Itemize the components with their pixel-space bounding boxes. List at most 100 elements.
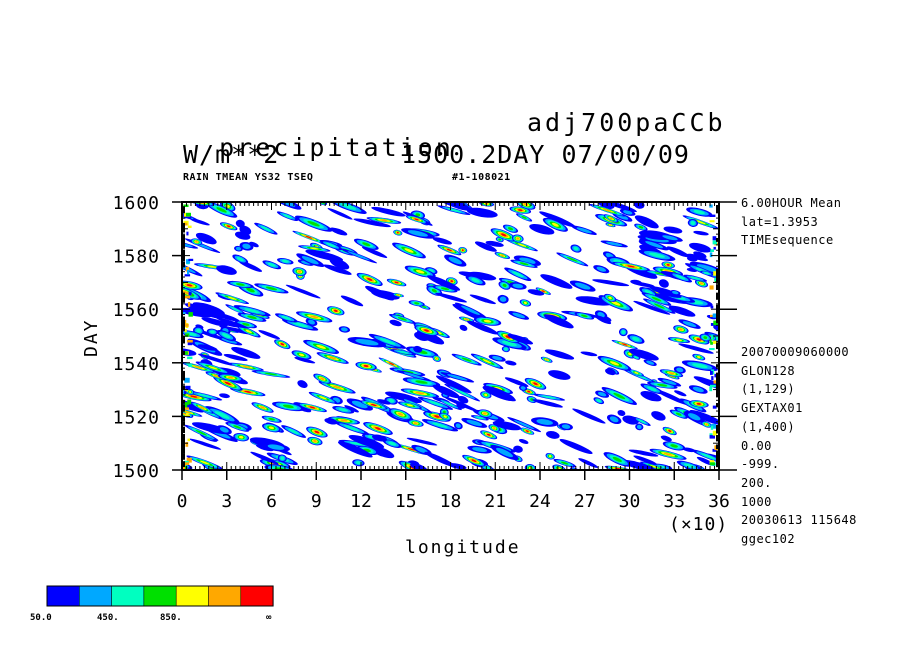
rain-cell — [201, 317, 228, 327]
rain-cell — [709, 220, 715, 223]
rain-cell — [219, 222, 238, 231]
rain-contour — [596, 266, 607, 272]
rain-contour — [227, 376, 234, 379]
rain-cell — [389, 314, 416, 324]
rain-cell — [216, 425, 232, 435]
rain-contour — [686, 253, 708, 262]
rain-contour — [521, 215, 527, 219]
rain-contour — [213, 374, 219, 378]
y-tick-labels: 1500 1520 1540 1560 1580 1600 — [113, 193, 159, 482]
rain-cell — [296, 253, 325, 267]
edge-mark — [182, 426, 185, 433]
rain-contour — [540, 274, 573, 289]
rain-contour — [613, 392, 626, 400]
x-tick-label: 9 — [311, 491, 322, 512]
rain-cell — [313, 373, 332, 384]
rain-cell — [262, 260, 282, 270]
rain-cell — [593, 265, 610, 274]
rain-cell — [213, 376, 243, 391]
rain-contour — [454, 388, 470, 397]
rain-cell — [542, 217, 568, 232]
side-info-line: -999. — [741, 457, 780, 472]
rain-cell — [392, 242, 426, 259]
rain-contour — [216, 265, 237, 275]
rain-cell — [710, 425, 714, 430]
rain-contour — [660, 435, 672, 442]
rain-contour — [674, 390, 687, 397]
rain-contour — [396, 231, 399, 234]
rain-contour — [467, 320, 499, 335]
edge-mark — [182, 461, 185, 465]
rain-contour — [341, 327, 348, 332]
rain-cell — [638, 249, 676, 261]
rain-cell — [303, 339, 340, 354]
rain-cell — [186, 259, 191, 264]
rain-cell — [710, 335, 713, 340]
edge-mark — [182, 223, 185, 228]
rain-contour — [646, 360, 655, 365]
title-time: 1500.2DAY 07/00/09 — [401, 140, 690, 169]
rain-contour — [634, 371, 639, 374]
rain-cell — [187, 438, 190, 442]
rain-cell — [456, 402, 466, 409]
rain-cell — [492, 420, 522, 431]
rain-contour — [676, 339, 682, 342]
rain-contour — [219, 393, 230, 399]
rain-cell — [709, 204, 713, 208]
rain-cell — [371, 434, 388, 442]
rain-cell — [603, 214, 619, 223]
rain-cell — [185, 266, 190, 272]
rain-contour — [260, 226, 271, 232]
rain-contour — [197, 353, 235, 366]
rain-contour — [633, 455, 658, 465]
rain-contour — [195, 240, 198, 243]
side-info-line: (1,129) — [741, 382, 796, 397]
rain-contour — [519, 257, 536, 264]
side-info-line: (1,400) — [741, 419, 796, 434]
rain-contour — [385, 391, 422, 404]
rain-contour — [281, 259, 289, 263]
rain-contour — [519, 262, 529, 266]
rain-contour — [407, 230, 428, 237]
edge-mark — [182, 385, 185, 390]
rain-cell — [186, 212, 191, 217]
rain-cell — [184, 402, 190, 405]
rain-cell — [524, 464, 536, 470]
rain-cell — [276, 211, 299, 221]
rain-contour — [675, 412, 682, 416]
rain-contour — [690, 221, 696, 225]
colorbar-swatch — [46, 585, 80, 607]
rain-cell — [657, 377, 682, 387]
colorbar — [46, 585, 274, 607]
rain-cell — [504, 267, 532, 282]
rain-contour — [221, 338, 238, 344]
rain-cell — [678, 319, 701, 329]
rain-contour — [633, 300, 671, 315]
rain-cell — [262, 442, 290, 452]
rain-cell — [258, 330, 281, 340]
rain-cell — [206, 328, 219, 336]
rain-contour — [658, 279, 669, 288]
rain-cell — [511, 234, 524, 243]
rain-contour — [207, 265, 217, 268]
rain-contour — [309, 406, 316, 409]
rain-cell — [298, 245, 331, 252]
x-tick-label: 15 — [395, 491, 417, 512]
rain-cell — [262, 423, 281, 433]
colorbar-label: 50.0 — [30, 613, 52, 623]
rain-contour — [235, 283, 245, 286]
rain-cell — [527, 289, 545, 296]
rain-contour — [574, 282, 591, 290]
rain-contour — [668, 372, 675, 375]
rain-cell — [334, 421, 370, 435]
rain-contour — [326, 242, 336, 248]
rain-contour — [249, 241, 259, 248]
rain-contour — [514, 420, 535, 430]
rain-contour — [542, 395, 556, 399]
rain-contour — [265, 286, 278, 291]
rain-contour — [258, 330, 281, 340]
rain-cell — [371, 289, 400, 300]
rain-contour — [578, 458, 599, 468]
rain-contour — [443, 401, 455, 407]
rain-contour — [432, 384, 460, 399]
